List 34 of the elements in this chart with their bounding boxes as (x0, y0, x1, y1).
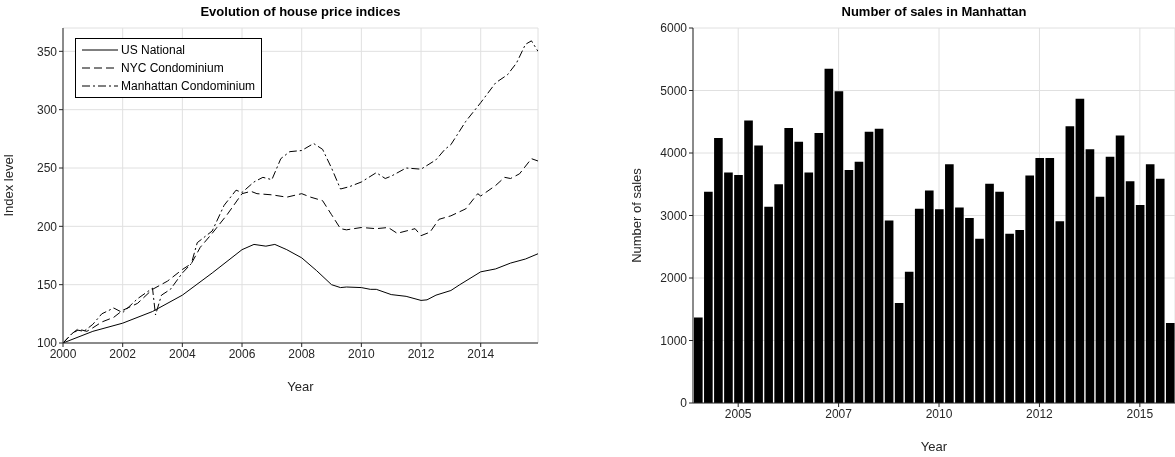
y-tick-label: 350 (36, 44, 58, 59)
legend-label: Manhattan Condominium (121, 78, 256, 95)
x-tick-label: 2000 (49, 346, 77, 361)
x-tick-label: 2004 (169, 346, 197, 361)
x-tick-label: 2012 (407, 346, 435, 361)
x-tick-label: 2002 (109, 346, 137, 361)
legend-label: NYC Condominium (121, 60, 224, 77)
y-tick-label: 250 (36, 161, 58, 176)
y-tick-label: 2000 (660, 271, 688, 286)
x-axis-title: Year (287, 379, 315, 394)
chart-title: Evolution of house price indices (199, 4, 402, 19)
x-axis-title: Year (920, 439, 948, 454)
x-tick-label: 2008 (288, 346, 316, 361)
x-tick-label: 2007 (825, 406, 853, 421)
x-tick-label: 2005 (724, 406, 752, 421)
x-tick-label: 2012 (1026, 406, 1054, 421)
x-tick-label: 2006 (228, 346, 256, 361)
y-tick-label: 6000 (660, 21, 688, 36)
y-tick-label: 150 (36, 277, 58, 292)
y-tick-label: 3000 (660, 208, 688, 223)
x-tick-label: 2010 (348, 346, 376, 361)
y-tick-label: 0 (680, 396, 688, 411)
y-tick-label: 4000 (660, 146, 688, 161)
legend-label: US National (121, 42, 186, 59)
chart-title: Number of sales in Manhattan (840, 4, 1028, 19)
y-tick-label: 200 (36, 219, 58, 234)
x-tick-label: 2014 (467, 346, 495, 361)
y-axis-title: Number of sales (628, 167, 644, 263)
x-tick-label: 2010 (925, 406, 953, 421)
x-tick-label: 2015 (1126, 406, 1154, 421)
y-axis-title: Index level (0, 154, 16, 217)
y-tick-label: 5000 (660, 83, 688, 98)
y-tick-label: 1000 (660, 333, 688, 348)
y-tick-label: 300 (36, 102, 58, 117)
